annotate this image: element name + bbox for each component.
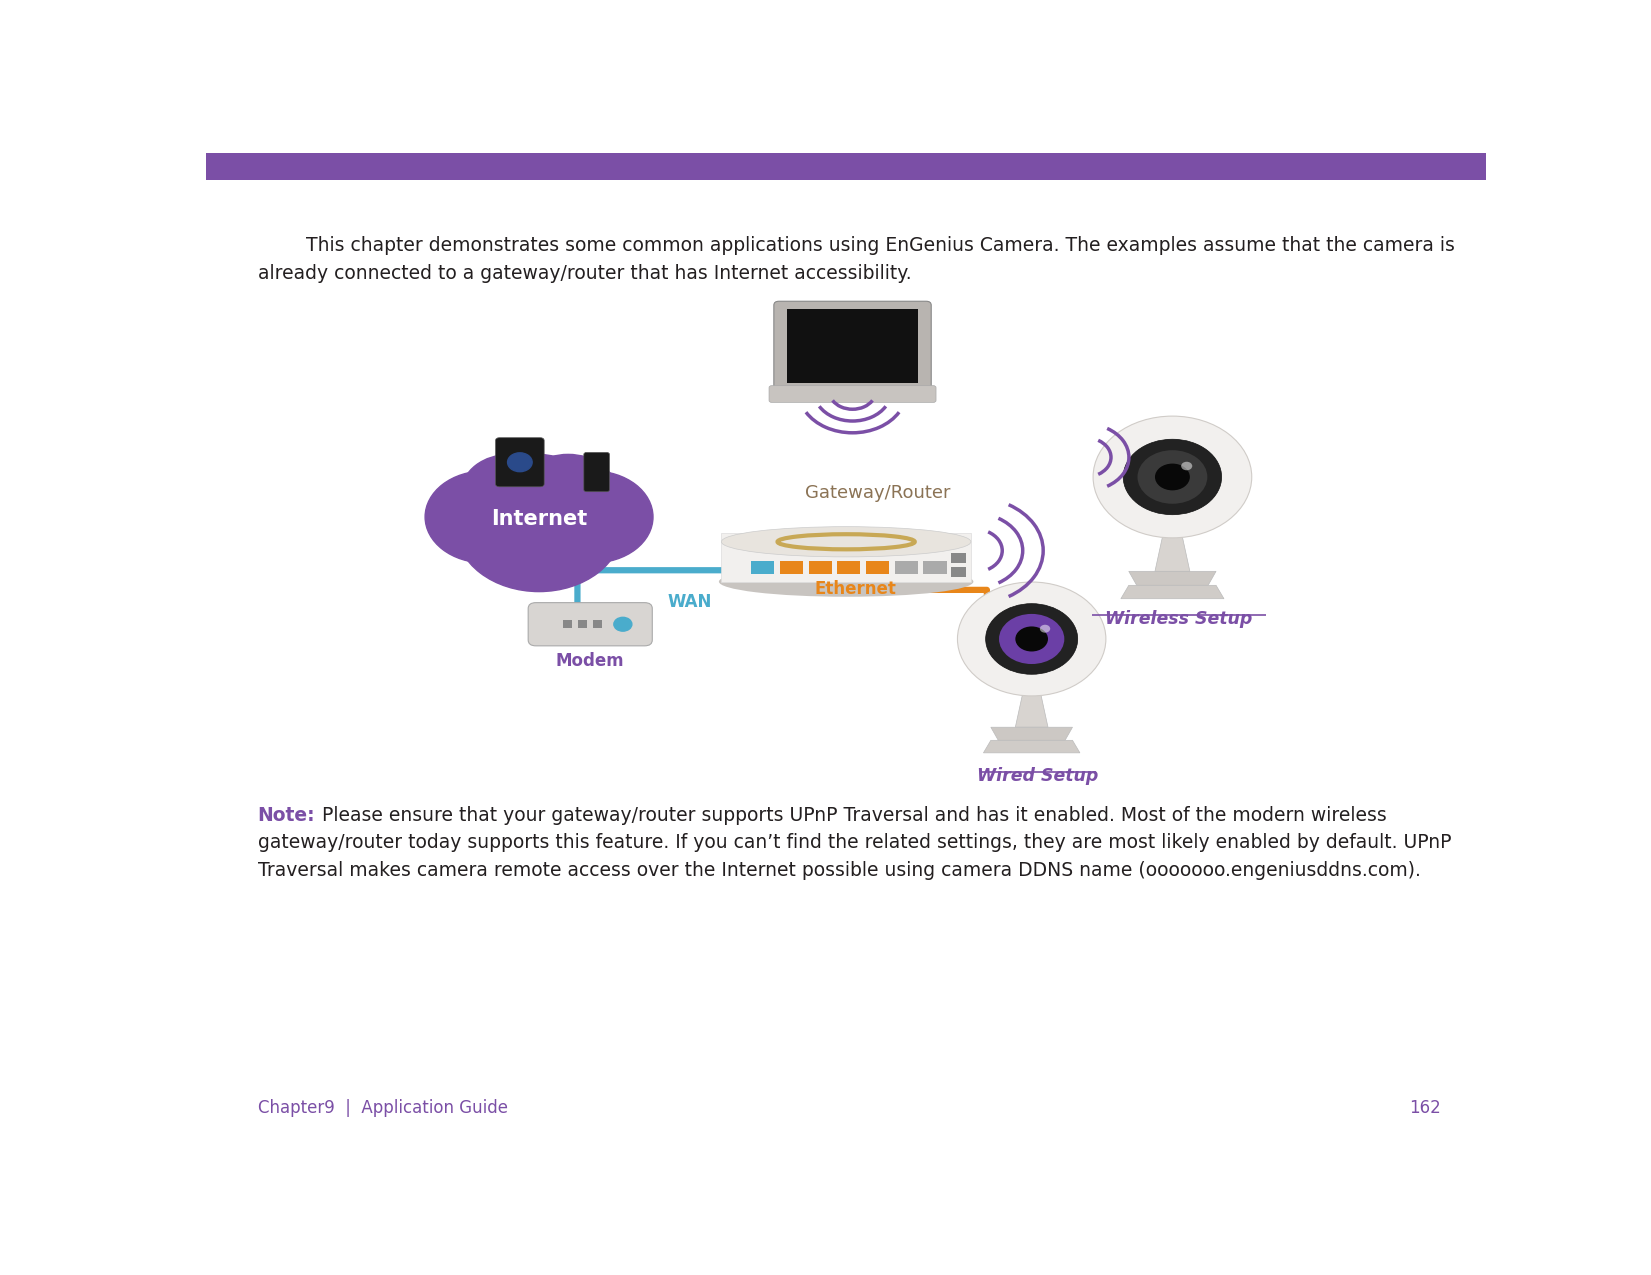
Text: already connected to a gateway/router that has Internet accessibility.: already connected to a gateway/router th… <box>258 264 911 283</box>
Text: Note:: Note: <box>258 806 315 825</box>
Text: This chapter demonstrates some common applications using EnGenius Camera. The ex: This chapter demonstrates some common ap… <box>258 236 1455 255</box>
Text: Gateway/Router: Gateway/Router <box>806 483 951 501</box>
Circle shape <box>1156 464 1190 491</box>
FancyBboxPatch shape <box>867 561 890 574</box>
FancyBboxPatch shape <box>895 561 918 574</box>
Text: WAN: WAN <box>667 593 712 612</box>
Circle shape <box>1138 450 1207 504</box>
FancyBboxPatch shape <box>786 309 918 382</box>
Circle shape <box>1093 416 1251 538</box>
FancyBboxPatch shape <box>751 561 774 574</box>
Circle shape <box>614 617 632 631</box>
Circle shape <box>1015 626 1048 652</box>
FancyBboxPatch shape <box>774 301 931 393</box>
FancyBboxPatch shape <box>923 561 946 574</box>
Text: Traversal makes camera remote access over the Internet possible using camera DDN: Traversal makes camera remote access ove… <box>258 861 1420 880</box>
Text: gateway/router today supports this feature. If you can’t find the related settin: gateway/router today supports this featu… <box>258 834 1451 853</box>
Polygon shape <box>1015 694 1048 727</box>
FancyBboxPatch shape <box>593 621 603 629</box>
Circle shape <box>1040 625 1050 632</box>
FancyBboxPatch shape <box>951 567 966 578</box>
FancyBboxPatch shape <box>578 621 588 629</box>
Circle shape <box>1123 440 1222 515</box>
Circle shape <box>520 454 616 528</box>
Text: 162: 162 <box>1410 1099 1441 1117</box>
Polygon shape <box>991 727 1073 741</box>
FancyBboxPatch shape <box>495 437 545 487</box>
Text: Wireless Setup: Wireless Setup <box>1105 609 1253 627</box>
FancyBboxPatch shape <box>721 533 971 581</box>
FancyBboxPatch shape <box>779 561 802 574</box>
Circle shape <box>495 454 583 520</box>
Text: Chapter9  |  Application Guide: Chapter9 | Application Guide <box>258 1099 507 1117</box>
Circle shape <box>986 603 1078 674</box>
Circle shape <box>1180 462 1192 470</box>
FancyBboxPatch shape <box>951 553 966 562</box>
Circle shape <box>462 454 558 528</box>
Text: Modem: Modem <box>556 652 624 669</box>
Polygon shape <box>984 741 1080 752</box>
FancyBboxPatch shape <box>461 515 617 534</box>
FancyBboxPatch shape <box>563 621 571 629</box>
Polygon shape <box>1121 585 1223 599</box>
Text: Wired Setup: Wired Setup <box>977 766 1100 784</box>
Circle shape <box>424 470 545 562</box>
FancyBboxPatch shape <box>584 453 609 492</box>
Circle shape <box>533 470 654 562</box>
Ellipse shape <box>718 566 974 597</box>
Ellipse shape <box>721 527 971 557</box>
Circle shape <box>507 453 532 472</box>
Text: Internet: Internet <box>490 509 588 529</box>
Circle shape <box>999 613 1065 664</box>
FancyBboxPatch shape <box>528 603 652 646</box>
Text: Please ensure that your gateway/router supports UPnP Traversal and has it enable: Please ensure that your gateway/router s… <box>317 806 1387 825</box>
FancyBboxPatch shape <box>837 561 860 574</box>
FancyBboxPatch shape <box>206 153 1486 181</box>
Polygon shape <box>1129 571 1217 585</box>
Circle shape <box>958 581 1106 696</box>
FancyBboxPatch shape <box>769 385 936 403</box>
FancyBboxPatch shape <box>809 561 832 574</box>
Circle shape <box>456 464 622 592</box>
Text: Ethernet: Ethernet <box>814 580 896 598</box>
Polygon shape <box>1156 534 1190 571</box>
